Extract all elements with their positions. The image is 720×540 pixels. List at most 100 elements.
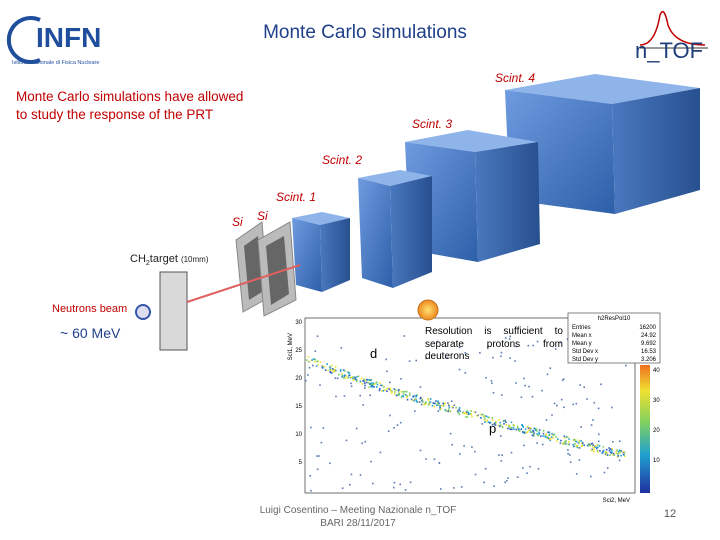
hist-cell	[442, 402, 445, 404]
hist-cell	[306, 359, 308, 361]
beam-label: Neutrons beam	[52, 303, 127, 315]
hist-cell	[364, 384, 366, 387]
hist-cell	[314, 360, 316, 363]
hist-cell	[428, 402, 431, 404]
hist-cell	[379, 388, 381, 390]
hist-cell	[471, 446, 473, 448]
hist-cell	[580, 426, 582, 428]
hist-cell	[508, 338, 511, 340]
hist-cell	[393, 481, 396, 484]
hist-cell	[314, 358, 316, 361]
hist-cell	[386, 387, 389, 389]
hist-cell	[548, 437, 550, 440]
hist-cell	[419, 397, 422, 400]
hist-cell	[316, 335, 319, 337]
hist-cell	[441, 405, 443, 407]
hist-cell	[381, 384, 384, 387]
colorbar-label: 30	[653, 398, 660, 404]
hist-cell	[348, 372, 351, 374]
hist-cell	[368, 379, 371, 381]
hist-cell	[538, 429, 541, 431]
hist-cell	[582, 442, 584, 444]
hist-cell	[591, 442, 594, 445]
hist-cell	[477, 414, 479, 417]
hist-cell	[346, 377, 349, 379]
hist-cell	[538, 432, 541, 435]
plot-frame	[304, 317, 636, 494]
hist-cell	[492, 392, 495, 394]
hist-cell	[619, 450, 621, 453]
hist-cell	[404, 394, 407, 396]
hist-cell	[563, 435, 566, 438]
hist-cell	[602, 450, 604, 453]
hist-cell	[356, 379, 358, 382]
hist-cell	[464, 412, 467, 414]
hist-cell	[375, 386, 378, 388]
hist-cell	[485, 420, 488, 422]
hist-cell	[487, 421, 490, 423]
hist-cell	[372, 382, 375, 384]
hist-cell	[381, 390, 383, 392]
hist-cell	[437, 400, 439, 402]
hist-cell	[536, 433, 538, 435]
hist-cell	[551, 432, 553, 435]
hist-cell	[345, 375, 348, 377]
hist-cell	[383, 386, 385, 388]
hist-cell	[609, 451, 612, 454]
hist-cell	[518, 428, 520, 430]
hist-cell	[442, 403, 444, 405]
hist-cell	[484, 418, 486, 420]
hist-cell	[549, 438, 551, 440]
footer-date: BARI 28/11/2017	[320, 518, 396, 529]
hist-cell	[307, 356, 310, 358]
hist-cell	[364, 387, 366, 389]
stat-name: Entries	[572, 325, 591, 331]
hist-cell	[500, 460, 503, 462]
stat-name: Std Dev x	[572, 349, 598, 355]
y-tick-label: 10	[295, 432, 302, 438]
hist-cell	[602, 445, 605, 448]
hist-cell	[344, 374, 346, 376]
hist-cell	[526, 425, 529, 428]
hist-cell	[386, 390, 388, 392]
hist-cell	[520, 428, 523, 430]
hist-cell	[522, 425, 524, 427]
hist-cell	[471, 415, 473, 418]
hist-cell	[597, 407, 600, 410]
hist-cell	[534, 429, 537, 431]
hist-cell	[376, 383, 379, 386]
hist-cell	[501, 394, 503, 396]
hist-cell	[378, 389, 381, 392]
hist-cell	[387, 430, 390, 432]
hist-cell	[397, 394, 400, 396]
hist-cell	[484, 421, 486, 423]
hist-cell	[322, 427, 325, 429]
hist-cell	[509, 357, 511, 359]
hist-cell	[520, 396, 523, 399]
hist-cell	[611, 449, 613, 451]
hist-cell	[498, 419, 500, 421]
hist-cell	[492, 423, 495, 426]
hist-cell	[618, 449, 621, 452]
hist-cell	[598, 445, 601, 447]
hist-cell	[350, 376, 353, 379]
hist-cell	[363, 382, 366, 384]
hist-cell	[345, 439, 348, 442]
hist-cell	[332, 370, 334, 372]
hist-cell	[421, 400, 424, 403]
hist-cell	[544, 436, 547, 438]
hist-cell	[511, 428, 513, 431]
hist-cell	[418, 401, 421, 403]
hist-cell	[435, 400, 437, 402]
hist-cell	[439, 406, 441, 409]
hist-cell	[529, 429, 531, 432]
hist-cell	[567, 449, 569, 451]
hist-cell	[579, 384, 581, 386]
hist-cell	[333, 369, 336, 372]
hist-cell	[559, 442, 562, 444]
hist-cell	[350, 382, 352, 385]
hist-cell	[583, 444, 585, 446]
colorbar	[640, 365, 650, 493]
hist-cell	[574, 443, 576, 445]
target-size: (10mm)	[181, 255, 209, 264]
